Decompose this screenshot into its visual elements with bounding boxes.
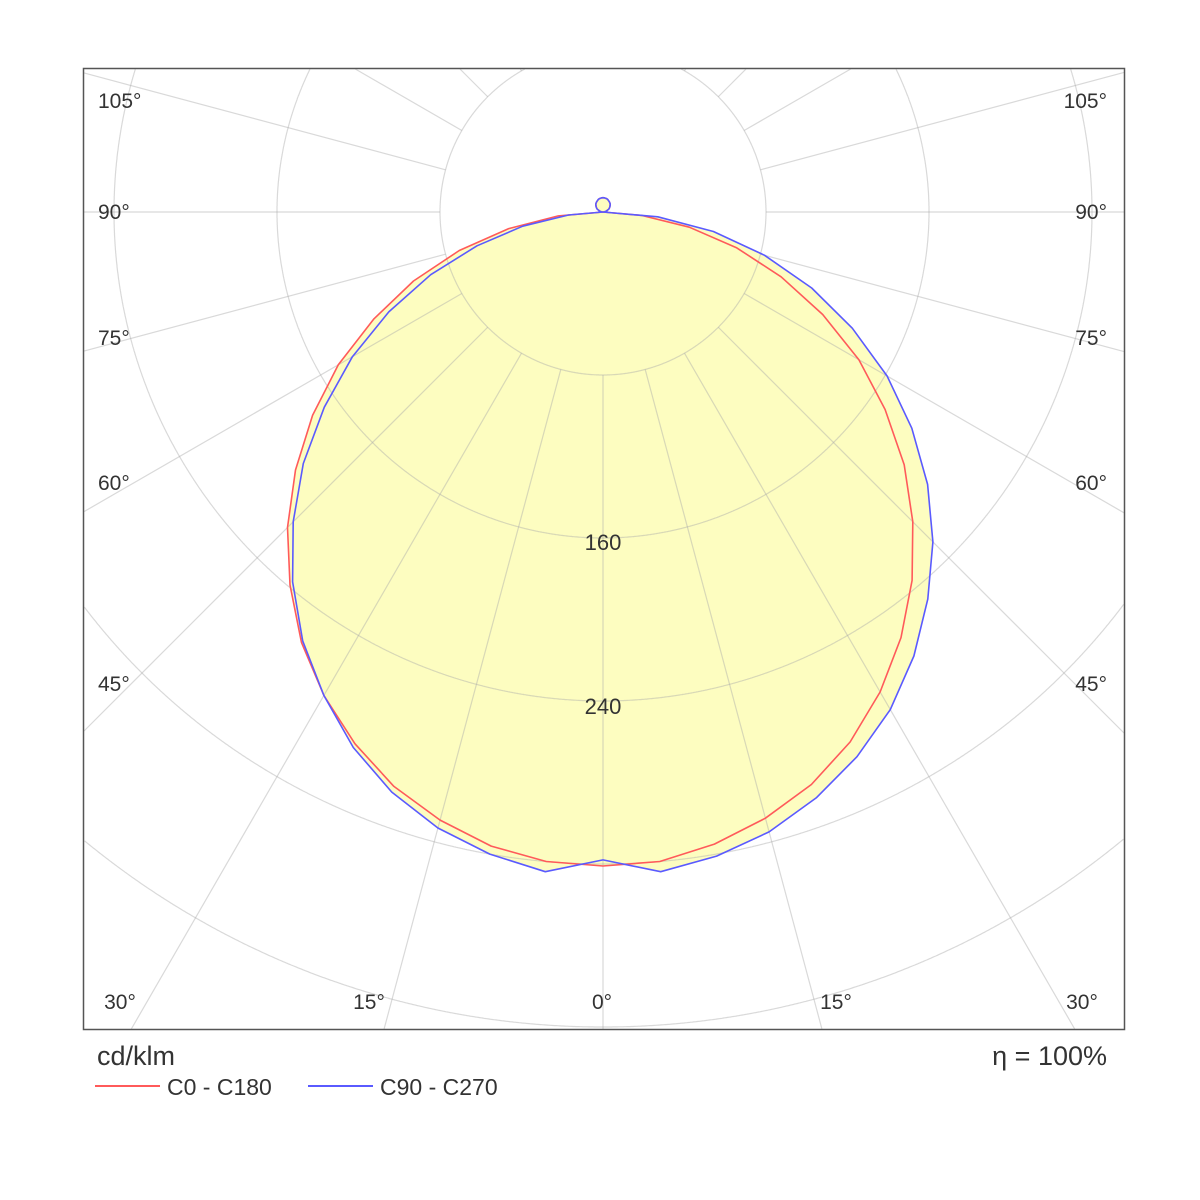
angle-label-left: 45° <box>98 673 130 696</box>
angular-grid-line <box>743 292 1125 514</box>
angular-grid-line <box>760 71 1125 171</box>
angle-label-bottom: 15° <box>820 991 852 1014</box>
angular-grid-line <box>83 253 446 352</box>
angular-grid-line <box>683 68 687 72</box>
angular-grid-line <box>383 369 562 1030</box>
angle-label-left: 60° <box>98 472 130 495</box>
angular-grid-line <box>459 68 489 98</box>
angle-label-bottom: 30° <box>1066 991 1098 1014</box>
angle-label-bottom: 15° <box>353 991 385 1014</box>
unit-label: cd/klm <box>97 1041 175 1071</box>
radial-grid-ring <box>276 68 930 539</box>
angular-grid-line <box>760 253 1125 353</box>
angular-grid-line <box>83 326 489 732</box>
legend-label: C0 - C180 <box>167 1074 272 1100</box>
angular-grid-line <box>83 292 463 513</box>
angle-label-right: 75° <box>1075 327 1107 350</box>
angular-grid-line <box>717 68 747 98</box>
radial-grid-ring <box>84 838 1124 1028</box>
angle-label-left: 105° <box>98 90 141 113</box>
angular-grid-line <box>83 72 446 171</box>
angular-grid-line <box>644 369 823 1030</box>
radial-tick-label: 240 <box>585 694 622 719</box>
angle-label-left: 90° <box>98 201 130 224</box>
series-c90-c270-curve <box>291 196 934 873</box>
radial-grid-ring <box>439 68 767 376</box>
angular-grid-line <box>717 326 1125 734</box>
angle-label-right: 105° <box>1064 90 1107 113</box>
angle-label-left: 75° <box>98 327 130 350</box>
angle-label-bottom: 30° <box>104 991 136 1014</box>
legend-label: C90 - C270 <box>380 1074 498 1100</box>
radial-tick-label: 160 <box>585 530 622 555</box>
radial-grid-ring <box>83 604 1125 865</box>
angle-label-right: 90° <box>1075 201 1107 224</box>
angular-grid-line <box>743 68 851 132</box>
angular-grid-line <box>519 68 523 72</box>
plot-frame <box>82 67 1126 1031</box>
angle-label-right: 45° <box>1075 673 1107 696</box>
angle-label-bottom: 0° <box>592 991 612 1014</box>
efficiency-label: η = 100% <box>992 1041 1107 1071</box>
angle-label-right: 60° <box>1075 472 1107 495</box>
angular-grid-line <box>130 352 523 1030</box>
radial-grid-ring <box>113 68 1093 702</box>
angular-grid-line <box>355 68 463 132</box>
intensity-fill <box>292 197 933 872</box>
